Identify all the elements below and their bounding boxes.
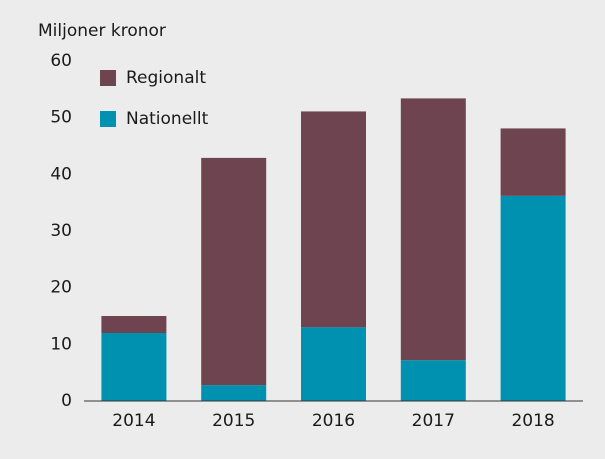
bar-segment	[301, 111, 366, 328]
bar-segment	[400, 360, 466, 401]
x-tick-label: 2015	[212, 411, 255, 431]
y-axis-label: Miljoner kronor	[38, 21, 166, 41]
legend-label: Regionalt	[126, 68, 206, 88]
y-tick-label: 0	[61, 391, 72, 411]
y-tick-label: 40	[50, 164, 72, 184]
bar-segment	[201, 385, 267, 401]
x-tick-label: 2017	[412, 411, 455, 431]
legend-swatch	[100, 70, 116, 86]
y-tick-label: 50	[50, 108, 72, 128]
bar-segment	[101, 333, 167, 401]
bar-segment	[101, 316, 167, 333]
bar-segment	[500, 128, 566, 196]
bar-segment	[201, 157, 267, 386]
x-tick-label: 2014	[112, 411, 155, 431]
bar-segment	[400, 98, 466, 361]
bar-segment	[301, 327, 366, 401]
legend-label: Nationellt	[126, 109, 209, 129]
y-tick-label: 10	[50, 334, 72, 354]
x-tick-label: 2018	[511, 411, 554, 431]
y-tick-label: 20	[50, 278, 72, 298]
bar-segment	[500, 195, 566, 401]
x-tick-label: 2016	[312, 411, 355, 431]
legend-swatch	[100, 111, 116, 127]
y-tick-label: 60	[50, 51, 72, 71]
y-tick-label: 30	[50, 221, 72, 241]
